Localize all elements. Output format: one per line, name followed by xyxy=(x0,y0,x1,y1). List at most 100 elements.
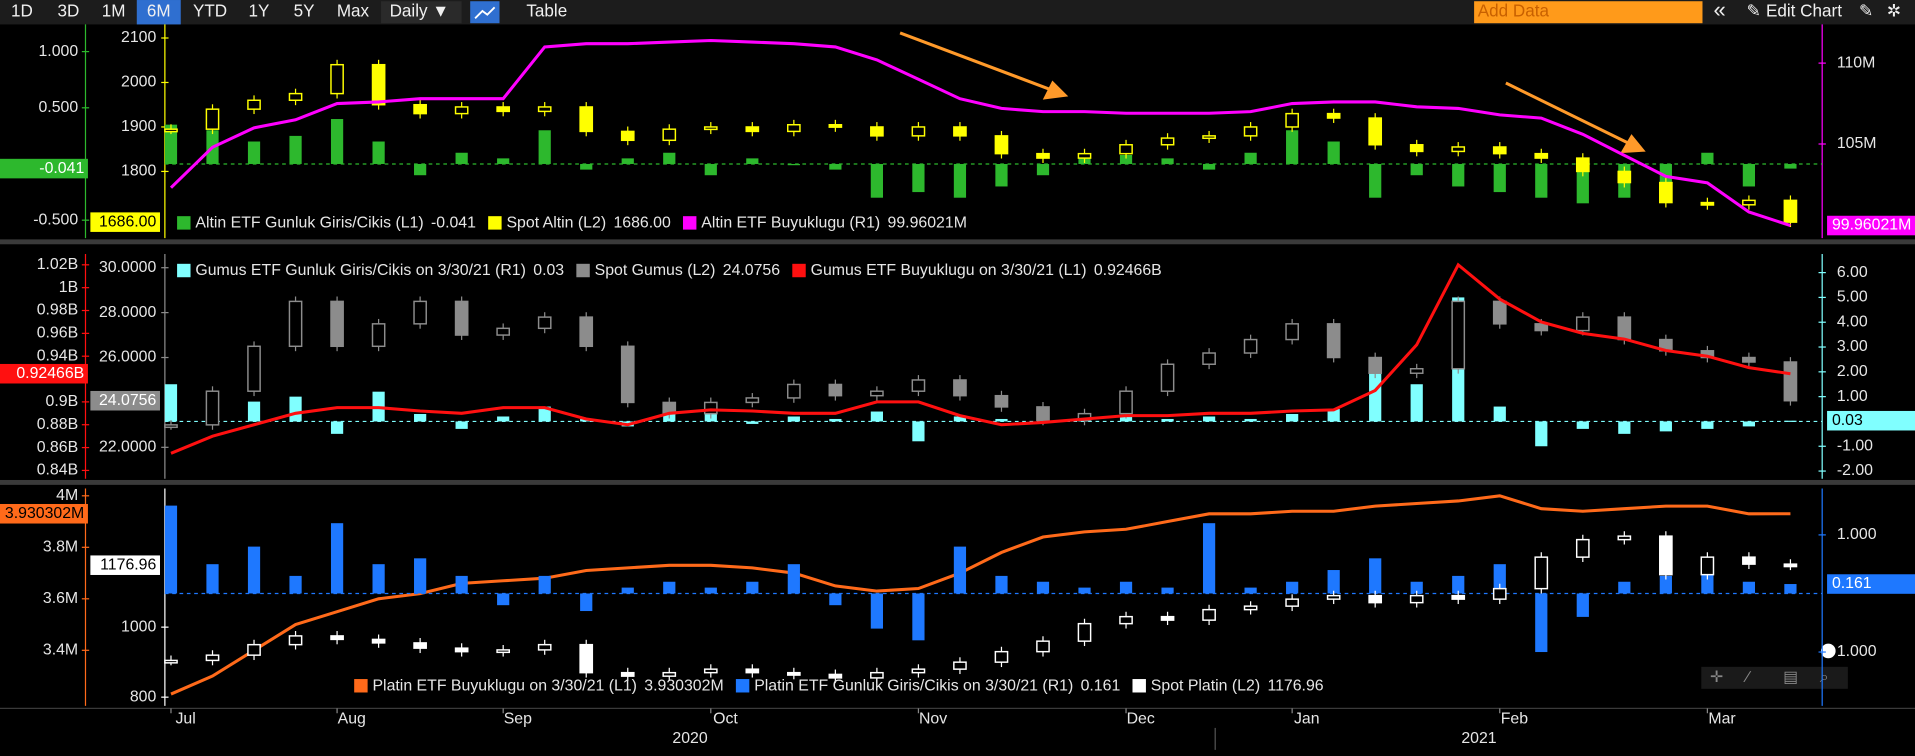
flow-bar xyxy=(1161,587,1174,594)
add-data-input[interactable] xyxy=(1474,1,1703,24)
flow-bar xyxy=(1701,421,1714,429)
tool-icon[interactable]: ⌕ xyxy=(1820,669,1829,686)
candle-body xyxy=(579,316,594,348)
candle-body xyxy=(205,108,220,130)
candle-body xyxy=(1368,594,1383,604)
flow-bar xyxy=(870,163,884,198)
edit-chart-button[interactable]: Edit Chart xyxy=(1766,2,1842,21)
candle-body xyxy=(1243,338,1258,354)
candle-body xyxy=(1285,323,1299,341)
y-tick-label: 0.88B xyxy=(37,416,78,433)
flow-bar xyxy=(580,163,593,170)
gear-icon[interactable]: ✲ xyxy=(1887,2,1901,21)
tool-icon[interactable]: ✛ xyxy=(1710,669,1723,686)
flow-bar xyxy=(1286,581,1299,594)
flow-bar xyxy=(1036,163,1050,176)
candle-body xyxy=(330,63,344,95)
x-tick-label: Jul xyxy=(175,711,195,728)
reset-icon[interactable] xyxy=(1820,643,1836,659)
candle-body xyxy=(745,397,760,404)
candle-body xyxy=(1617,535,1632,541)
tool-icon[interactable]: ▤ xyxy=(1783,669,1798,686)
candle-body xyxy=(787,383,801,399)
candle-body xyxy=(1492,146,1507,155)
candle-body xyxy=(288,635,303,646)
candle-body xyxy=(1783,563,1798,568)
candle-body xyxy=(1659,535,1673,576)
legend-swatch xyxy=(682,216,697,230)
range-button[interactable]: Max xyxy=(337,2,370,21)
range-button[interactable]: 1Y xyxy=(248,2,269,21)
candle-body xyxy=(953,661,967,670)
flow-bar xyxy=(1244,152,1257,164)
flow-bar xyxy=(1202,523,1216,594)
y-tick-label: 5.00 xyxy=(1837,289,1868,306)
flow-bar xyxy=(912,163,925,193)
legend-value: 0.92466B xyxy=(1094,262,1162,279)
legend-value: 1176.96 xyxy=(1267,678,1323,695)
last-value-tag xyxy=(90,212,160,232)
candle-body xyxy=(1742,556,1756,565)
y-tick-label: 6.00 xyxy=(1837,264,1868,281)
last-value-tag xyxy=(0,503,88,524)
y-tick-label: 800 xyxy=(130,688,157,705)
candle-body xyxy=(1409,368,1424,374)
flow-bar xyxy=(247,141,261,164)
candle-body xyxy=(994,650,1009,663)
flow-bar xyxy=(704,163,717,176)
arrowhead xyxy=(1620,134,1646,154)
last-value-label: 1686.00 xyxy=(99,213,157,230)
candle-body xyxy=(1617,316,1632,341)
settings-icon[interactable]: ✎ xyxy=(1859,2,1873,21)
legend-name: Gumus ETF Gunluk Giris/Cikis on 3/30/21 … xyxy=(195,262,526,279)
range-button[interactable]: 5Y xyxy=(294,2,315,21)
flow-bar xyxy=(414,414,427,422)
legend-entry: Altin ETF Buyuklugu (R1) 99.96021M xyxy=(701,215,967,232)
flow-bar xyxy=(455,421,468,429)
y-tick-label: 0.98B xyxy=(37,302,78,319)
candle-body xyxy=(1285,112,1299,128)
flow-bar xyxy=(1784,420,1797,422)
flow-bar xyxy=(953,546,967,594)
last-value-label: 3.930302M xyxy=(5,505,84,522)
flow-bar xyxy=(1493,564,1506,594)
arrowhead xyxy=(1042,80,1069,100)
y-tick-label: 1000 xyxy=(121,618,156,635)
range-button[interactable]: 1M xyxy=(102,2,126,21)
y-tick-label: 1.02B xyxy=(37,256,78,273)
candle-body xyxy=(1119,390,1133,415)
table-button[interactable]: Table xyxy=(526,2,567,21)
active-button xyxy=(136,0,181,25)
candle-body xyxy=(1077,152,1092,159)
flow-bar xyxy=(289,135,302,164)
flow-bar xyxy=(953,163,967,198)
x-tick-label: Jan xyxy=(1294,711,1320,728)
y-tick-label: 1800 xyxy=(121,163,156,180)
range-button[interactable]: YTD xyxy=(193,2,227,21)
legend-entry: Spot Altin (L2) 1686.00 xyxy=(506,215,670,232)
candle-body xyxy=(620,130,635,142)
year-label: 2020 xyxy=(672,730,707,747)
x-tick-label: Mar xyxy=(1708,711,1736,728)
range-button[interactable]: 1D xyxy=(11,2,33,21)
candle-body xyxy=(371,323,386,348)
frequency-dropdown[interactable]: Daily ▼ xyxy=(390,2,450,21)
candle-body xyxy=(1492,300,1507,325)
last-value-tag xyxy=(1827,215,1915,236)
range-button[interactable]: 6M xyxy=(147,2,171,21)
flow-bar xyxy=(746,421,759,424)
y-tick-label: 3.4M xyxy=(43,641,78,658)
collapse-button[interactable]: « xyxy=(1713,0,1725,22)
line-series xyxy=(169,38,1791,227)
candle-body xyxy=(620,345,635,404)
flow-bar xyxy=(164,505,178,594)
candle-body xyxy=(703,401,718,415)
flow-bar xyxy=(1701,570,1714,594)
flow-bar xyxy=(1036,581,1050,594)
x-tick-label: Dec xyxy=(1127,711,1155,728)
candle-body xyxy=(330,635,344,641)
range-button[interactable]: 3D xyxy=(57,2,79,21)
tool-icon[interactable]: ∕ xyxy=(1742,669,1751,686)
legend-swatch xyxy=(792,263,806,278)
